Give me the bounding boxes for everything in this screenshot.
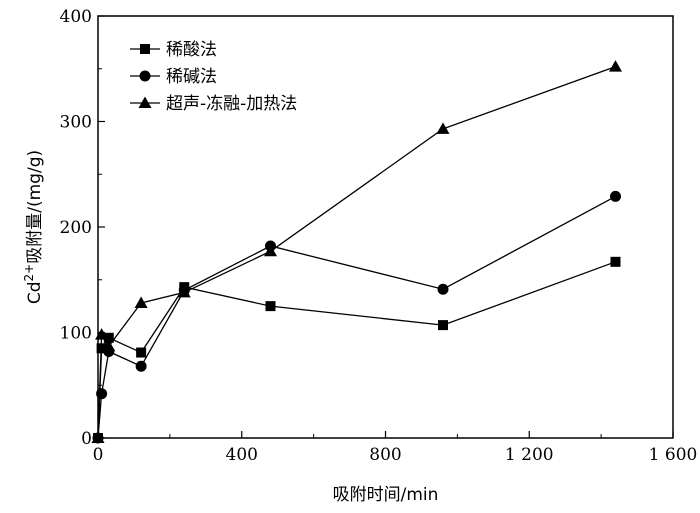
data-point-triangle xyxy=(91,431,105,443)
x-tick-label: 400 xyxy=(226,445,258,465)
data-point-circle xyxy=(437,283,449,295)
legend-label: 超声-冻融-加热法 xyxy=(166,94,297,114)
series-circle xyxy=(92,190,621,444)
y-tick-label: 0 xyxy=(81,429,92,449)
legend-item: 超声-冻融-加热法 xyxy=(130,94,297,114)
data-point-triangle xyxy=(436,122,450,134)
legend-label: 稀碱法 xyxy=(166,67,217,87)
data-point-circle xyxy=(96,388,108,400)
x-axis-ticks: 0 400 800 1 200 1 600 xyxy=(93,431,698,465)
series-line xyxy=(97,261,616,439)
data-point-square xyxy=(438,320,448,331)
y-axis-title-suffix: 吸附量/(mg/g) xyxy=(25,150,45,264)
data-point-square xyxy=(265,301,276,312)
series-layer xyxy=(91,60,622,444)
y-tick-label: 200 xyxy=(60,218,92,238)
data-point-circle xyxy=(610,190,621,202)
series-square xyxy=(93,256,621,443)
x-axis-title: 吸附时间/min xyxy=(333,485,439,505)
legend-marker-triangle xyxy=(138,96,152,108)
data-point-triangle xyxy=(264,244,277,257)
x-tick-label: 0 xyxy=(93,445,104,465)
data-point-triangle xyxy=(95,328,109,340)
series-line xyxy=(97,66,616,439)
legend-item: 稀酸法 xyxy=(130,40,217,60)
data-point-triangle xyxy=(102,339,116,352)
data-point-square xyxy=(103,332,114,343)
y-tick-label: 100 xyxy=(60,324,92,344)
series-triangle xyxy=(91,60,622,443)
x-tick-label: 1 600 xyxy=(649,445,698,465)
y-axis-title-prefix: Cd xyxy=(25,281,45,304)
data-point-square xyxy=(136,347,147,358)
x-tick-label: 800 xyxy=(369,445,401,465)
legend-label: 稀酸法 xyxy=(166,40,217,60)
legend-marker-circle xyxy=(139,70,151,82)
data-point-triangle xyxy=(609,60,622,72)
legend-marker-square xyxy=(140,44,150,54)
y-tick-label: 400 xyxy=(60,7,92,27)
data-point-square xyxy=(610,256,621,267)
series-line xyxy=(97,195,616,439)
data-point-circle xyxy=(135,360,147,372)
y-axis-title: Cd2+吸附量/(mg/g) xyxy=(22,150,45,304)
data-point-triangle xyxy=(177,285,191,298)
y-axis-title-superscript: 2+ xyxy=(22,264,36,282)
legend-item: 稀碱法 xyxy=(130,67,217,87)
x-tick-label: 1 200 xyxy=(505,445,554,465)
y-tick-label: 300 xyxy=(60,113,92,133)
data-point-triangle xyxy=(134,296,148,308)
